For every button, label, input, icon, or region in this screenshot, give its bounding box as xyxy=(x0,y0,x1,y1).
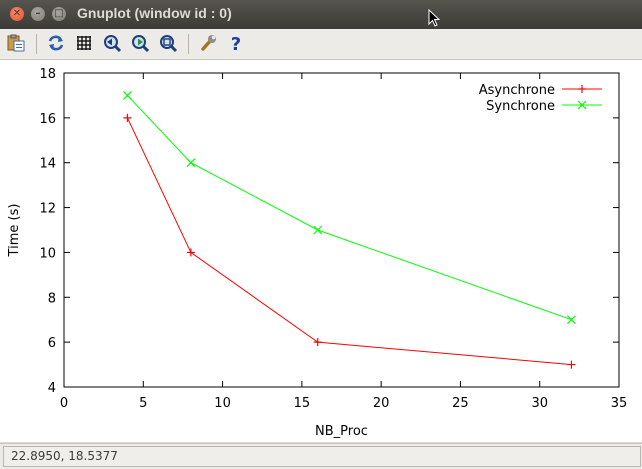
y-tick-label: 6 xyxy=(48,336,56,351)
status-frame: 22.8950, 18.5377 xyxy=(3,446,641,467)
x-tick-label: 20 xyxy=(373,396,390,411)
legend-label-asynchrone: Asynchrone xyxy=(479,83,555,98)
legend-label-synchrone: Synchrone xyxy=(486,99,555,114)
data-point xyxy=(567,315,576,325)
plot-border xyxy=(63,72,620,388)
help-button[interactable]: ? xyxy=(226,33,246,53)
y-tick-label: 12 xyxy=(39,202,56,217)
line-chart: 0 5 10 15 20 25 30 35 4 6 8 10 12 14 16 18 NB_Proc Time (… xyxy=(7,67,628,439)
title-bar: ✕ – □ Gnuplot (window id : 0) xyxy=(0,0,642,29)
data-point xyxy=(123,113,132,122)
x-tick-label: 35 xyxy=(611,396,628,411)
data-point xyxy=(567,360,576,369)
replot-button[interactable] xyxy=(46,33,66,53)
y-tick-label: 8 xyxy=(48,291,56,306)
x-tick-label: 15 xyxy=(294,396,311,411)
toolbar-separator xyxy=(36,34,37,54)
y-tick-label: 4 xyxy=(48,381,56,396)
autoscale-button[interactable] xyxy=(158,33,178,53)
mouse-cursor-icon xyxy=(428,9,440,27)
status-bar: 22.8950, 18.5377 xyxy=(0,443,642,469)
grid-icon xyxy=(77,36,91,50)
data-point xyxy=(186,158,196,168)
x-tick-label: 10 xyxy=(214,396,231,411)
toolbar-separator xyxy=(188,34,189,54)
x-tick-label: 30 xyxy=(531,396,548,411)
zoom-forward-icon xyxy=(132,35,150,53)
copy-clipboard-icon xyxy=(7,34,25,52)
close-button[interactable]: ✕ xyxy=(10,7,24,21)
maximize-button[interactable]: □ xyxy=(52,7,66,21)
data-point xyxy=(186,248,195,257)
y-axis-label: Time (s) xyxy=(7,204,22,258)
x-tick-label: 0 xyxy=(60,396,68,411)
autoscale-icon xyxy=(160,35,178,53)
y-tick-label: 14 xyxy=(39,157,56,172)
grid-button[interactable] xyxy=(74,33,94,53)
data-point xyxy=(123,91,132,100)
window-title: Gnuplot (window id : 0) xyxy=(77,5,232,21)
data-point xyxy=(578,85,586,93)
config-wrench-icon xyxy=(201,35,216,51)
replot-icon xyxy=(48,35,64,51)
svg-text:?: ? xyxy=(231,34,241,53)
y-tick-label: 16 xyxy=(39,112,56,127)
y-tick-label: 18 xyxy=(39,67,56,82)
zoom-back-button[interactable] xyxy=(102,33,122,53)
help-icon: ? xyxy=(231,34,241,53)
toolbar: ? xyxy=(0,29,642,60)
series-line-synchrone xyxy=(127,95,572,321)
y-tick-label: 10 xyxy=(39,246,56,261)
x-tick-label: 25 xyxy=(452,396,469,411)
data-point xyxy=(313,338,322,347)
x-axis-label: NB_Proc xyxy=(315,424,368,439)
plot-canvas[interactable]: 0 5 10 15 20 25 30 35 4 6 8 10 12 14 16 18 NB_Proc Time (… xyxy=(0,60,642,442)
minimize-button[interactable]: – xyxy=(31,7,45,21)
zoom-forward-button[interactable] xyxy=(130,33,150,53)
config-button[interactable] xyxy=(198,33,218,53)
zoom-back-icon xyxy=(104,35,122,53)
data-point xyxy=(577,100,587,110)
cursor-coordinates: 22.8950, 18.5377 xyxy=(11,449,118,463)
data-point xyxy=(313,225,323,235)
series-line-asynchrone xyxy=(126,117,572,366)
copy-clipboard-button[interactable] xyxy=(6,33,26,53)
x-tick-label: 5 xyxy=(139,396,147,411)
